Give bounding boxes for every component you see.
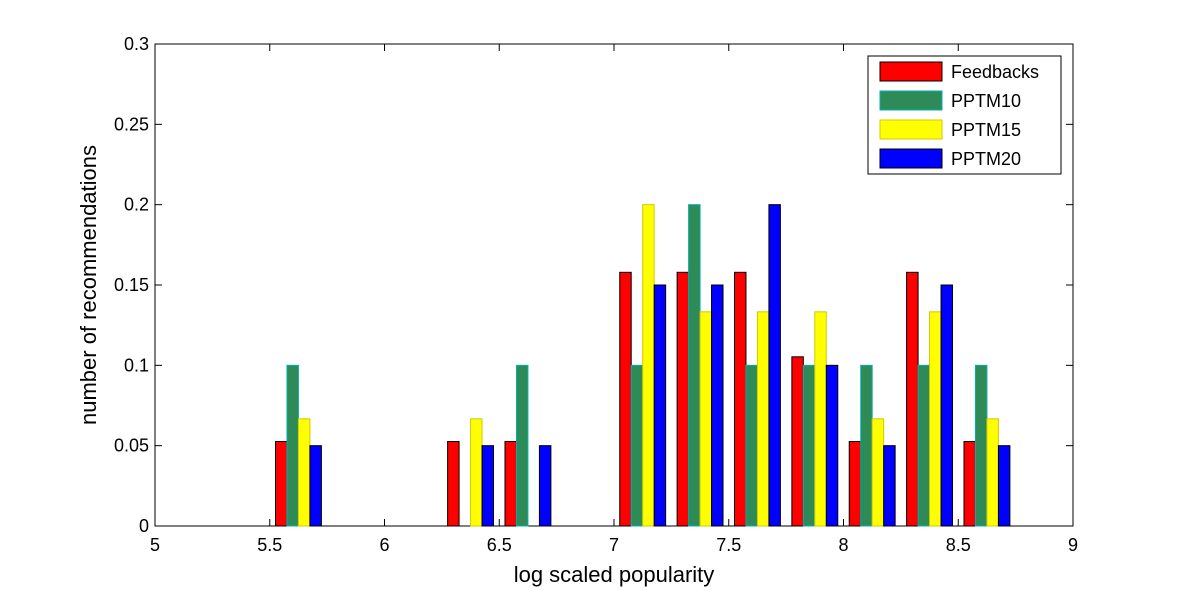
legend-label-feedbacks: Feedbacks	[951, 62, 1039, 82]
bar-pptm20-8	[653, 284, 667, 527]
y-axis-title: number of recommendations	[76, 145, 101, 425]
legend-swatch-pptm10	[879, 90, 943, 111]
y-tick-label: 0.05	[114, 436, 149, 456]
legend-swatch-pptm20	[879, 148, 943, 169]
y-tick-label: 0.2	[124, 195, 149, 215]
x-axis-title: log scaled popularity	[514, 562, 715, 587]
bar-feedbacks-9	[676, 271, 690, 527]
x-tick-label: 8.5	[946, 535, 971, 555]
y-tick-label: 0.1	[124, 355, 149, 375]
bar-feedbacks-11	[791, 356, 804, 527]
bar-pptm15-10	[756, 311, 770, 527]
legend-swatch-feedbacks	[879, 61, 943, 82]
bar-pptm10-10	[745, 364, 758, 527]
bar-pptm20-11	[825, 364, 839, 527]
bar-pptm20-5	[481, 445, 495, 527]
bar-pptm15-12	[871, 418, 885, 527]
bar-feedbacks-12	[848, 440, 862, 527]
y-tick-label: 0.25	[114, 114, 149, 134]
x-tick-label: 7	[609, 535, 619, 555]
x-tick-label: 7.5	[716, 535, 741, 555]
bar-feedbacks-13	[906, 271, 919, 527]
bar-pptm20-6	[538, 445, 552, 527]
x-tick-label: 5.5	[257, 535, 282, 555]
x-tick-label: 9	[1068, 535, 1078, 555]
bar-pptm20-2	[309, 445, 322, 527]
bar-pptm15-5	[470, 418, 483, 527]
bar-pptm20-9	[711, 284, 724, 527]
y-tick-label: 0	[139, 516, 149, 536]
legend-label-pptm15: PPTM15	[951, 120, 1021, 140]
bar-pptm10-14	[974, 364, 988, 527]
legend-swatch-pptm15	[879, 119, 943, 140]
legend-label-pptm10: PPTM10	[951, 91, 1021, 111]
bar-pptm10-6	[515, 364, 529, 527]
bar-pptm15-14	[986, 418, 999, 527]
bar-pptm15-11	[814, 311, 827, 527]
bar-feedbacks-2	[274, 440, 288, 527]
x-tick-label: 6	[379, 535, 389, 555]
bar-pptm10-12	[860, 364, 873, 527]
bar-pptm10-13	[917, 364, 931, 527]
bar-pptm15-9	[699, 311, 713, 527]
bar-feedbacks-8	[619, 271, 632, 527]
bar-pptm20-14	[997, 445, 1011, 527]
x-tick-label: 6.5	[487, 535, 512, 555]
bar-pptm20-10	[768, 204, 781, 527]
bar-pptm10-2	[286, 364, 299, 527]
bar-pptm20-12	[883, 445, 896, 527]
bar-pptm15-8	[642, 204, 655, 527]
y-tick-label: 0.15	[114, 275, 149, 295]
y-tick-label: 0.3	[124, 34, 149, 54]
bar-pptm15-13	[929, 311, 942, 527]
bar-feedbacks-6	[504, 440, 517, 527]
x-tick-label: 8	[838, 535, 848, 555]
bar-feedbacks-5	[447, 440, 460, 527]
axes-group: 5 5.5 6 6.5 7 7.5 8 8.5 9 0 0.05 0.1 0.15 0.2 0.25 0.3	[114, 34, 1078, 555]
bar-feedbacks-10	[733, 271, 747, 527]
bar-pptm10-11	[802, 364, 816, 527]
legend-label-pptm20: PPTM20	[951, 149, 1021, 169]
bar-pptm10-9	[688, 204, 701, 527]
bar-pptm20-13	[940, 284, 954, 527]
bars-group	[274, 204, 1011, 527]
x-tick-label: 5	[150, 535, 160, 555]
bar-feedbacks-14	[963, 440, 976, 527]
bar-pptm15-2	[297, 418, 311, 527]
bar-pptm10-8	[630, 364, 644, 527]
legend: Feedbacks PPTM10 PPTM15 PPTM20	[867, 55, 1062, 175]
